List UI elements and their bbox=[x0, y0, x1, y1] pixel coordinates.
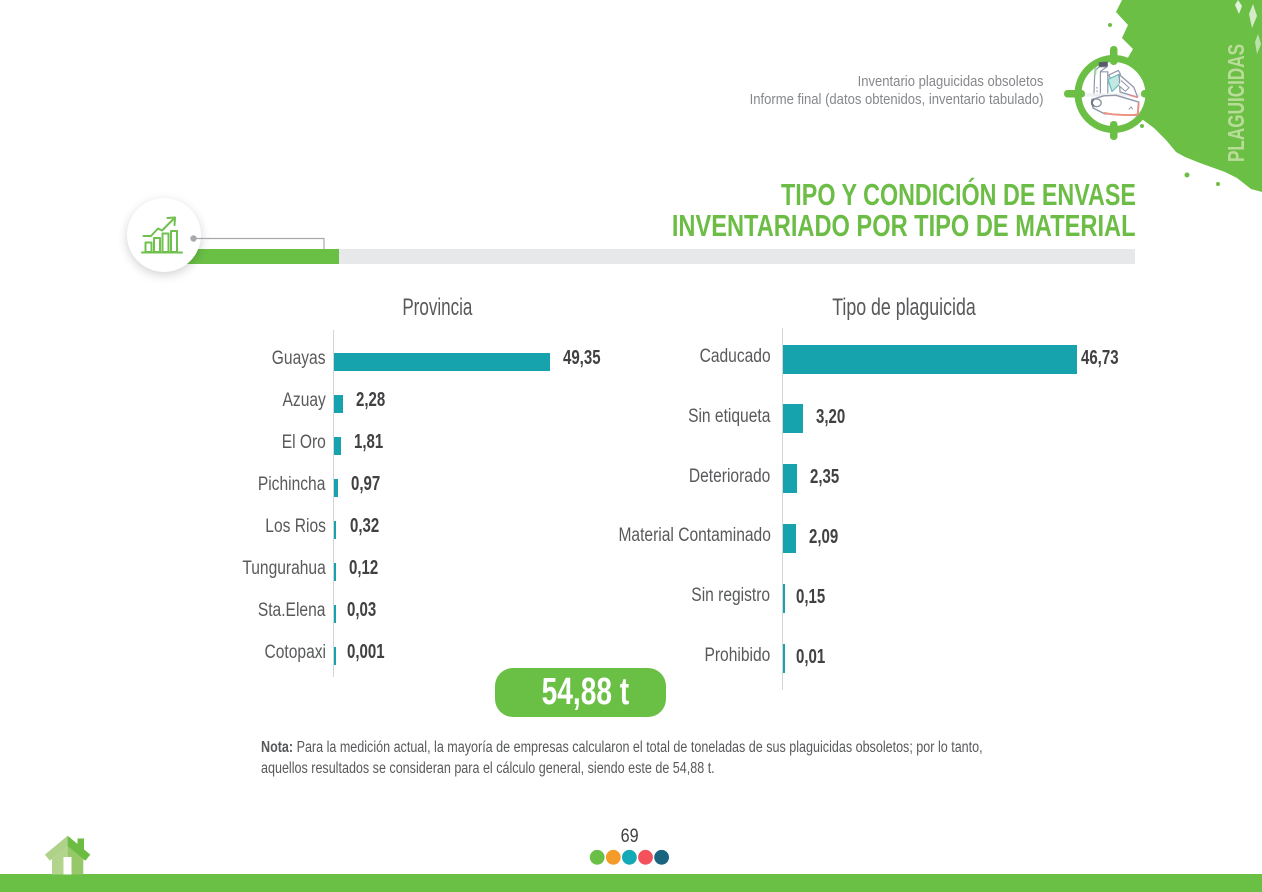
svg-text:PLAGUICIDAS: PLAGUICIDAS bbox=[1223, 44, 1249, 162]
